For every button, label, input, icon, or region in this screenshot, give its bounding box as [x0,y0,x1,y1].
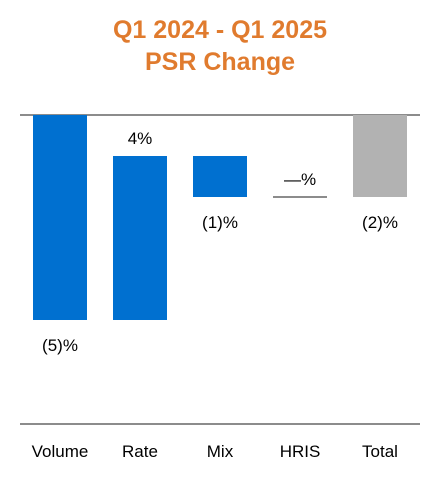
data-label-volume: (5)% [42,336,78,355]
data-label-total: (2)% [362,213,398,232]
category-label-volume: Volume [32,442,89,461]
data-label-rate: 4% [128,129,153,148]
data-label-hris: —% [284,170,316,189]
data-label-mix: (1)% [202,213,238,232]
category-label-mix: Mix [207,442,234,461]
bar-rate [113,156,167,320]
bar-mix [193,156,247,197]
bar-total [353,115,407,197]
category-label-total: Total [362,442,398,461]
category-label-rate: Rate [122,442,158,461]
chart-title-line-2: PSR Change [144,48,296,76]
chart-title-line-1: Q1 2024 - Q1 2025 [112,16,328,44]
category-label-hris: HRIS [280,442,321,461]
bar-volume [33,115,87,320]
